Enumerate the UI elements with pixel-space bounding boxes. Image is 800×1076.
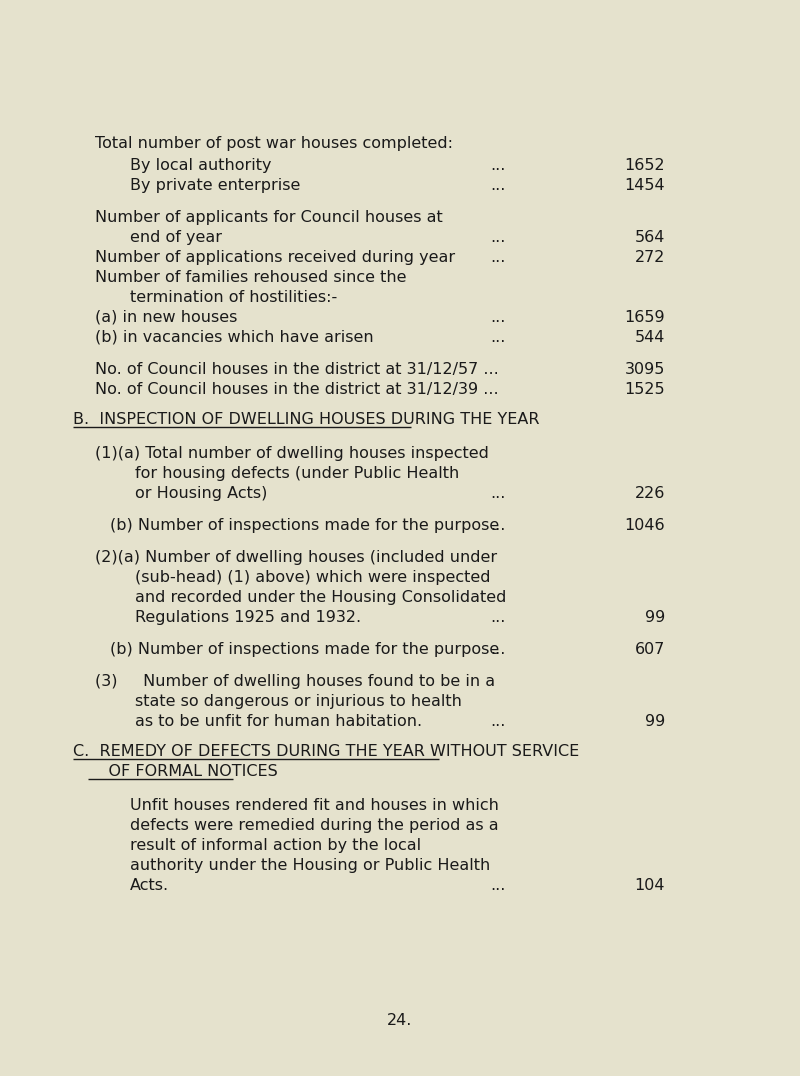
Text: C.  REMEDY OF DEFECTS DURING THE YEAR WITHOUT SERVICE: C. REMEDY OF DEFECTS DURING THE YEAR WIT…	[73, 744, 579, 759]
Text: (b) Number of inspections made for the purpose: (b) Number of inspections made for the p…	[110, 518, 499, 533]
Text: ...: ...	[490, 250, 506, 265]
Text: (sub-head) (1) above) which were inspected: (sub-head) (1) above) which were inspect…	[135, 570, 490, 585]
Text: ...: ...	[490, 714, 506, 730]
Text: ...: ...	[490, 486, 506, 501]
Text: result of informal action by the local: result of informal action by the local	[130, 838, 421, 853]
Text: Number of families rehoused since the: Number of families rehoused since the	[95, 270, 406, 285]
Text: Number of applications received during year: Number of applications received during y…	[95, 250, 455, 265]
Text: (a) in new houses: (a) in new houses	[95, 310, 238, 325]
Text: ...: ...	[490, 178, 506, 193]
Text: 1652: 1652	[624, 158, 665, 173]
Text: for housing defects (under Public Health: for housing defects (under Public Health	[135, 466, 459, 481]
Text: ...: ...	[490, 330, 506, 345]
Text: state so dangerous or injurious to health: state so dangerous or injurious to healt…	[135, 694, 462, 709]
Text: ...: ...	[490, 518, 506, 533]
Text: (2)(a) Number of dwelling houses (included under: (2)(a) Number of dwelling houses (includ…	[95, 550, 497, 565]
Text: No. of Council houses in the district at 31/12/57 ...: No. of Council houses in the district at…	[95, 362, 498, 377]
Text: and recorded under the Housing Consolidated: and recorded under the Housing Consolida…	[135, 590, 506, 605]
Text: By private enterprise: By private enterprise	[130, 178, 300, 193]
Text: 564: 564	[634, 230, 665, 245]
Text: ...: ...	[490, 310, 506, 325]
Text: 226: 226	[634, 486, 665, 501]
Text: termination of hostilities:-: termination of hostilities:-	[130, 291, 338, 305]
Text: Unfit houses rendered fit and houses in which: Unfit houses rendered fit and houses in …	[130, 798, 499, 813]
Text: ...: ...	[490, 230, 506, 245]
Text: (b) Number of inspections made for the purpose: (b) Number of inspections made for the p…	[110, 642, 499, 657]
Text: 24.: 24.	[387, 1013, 413, 1028]
Text: 272: 272	[634, 250, 665, 265]
Text: Number of applicants for Council houses at: Number of applicants for Council houses …	[95, 210, 442, 225]
Text: 3095: 3095	[625, 362, 665, 377]
Text: end of year: end of year	[130, 230, 222, 245]
Text: (b) in vacancies which have arisen: (b) in vacancies which have arisen	[95, 330, 374, 345]
Text: Total number of post war houses completed:: Total number of post war houses complete…	[95, 136, 453, 151]
Text: or Housing Acts): or Housing Acts)	[135, 486, 267, 501]
Text: (1)(a) Total number of dwelling houses inspected: (1)(a) Total number of dwelling houses i…	[95, 445, 489, 461]
Text: 1659: 1659	[624, 310, 665, 325]
Text: as to be unfit for human habitation.: as to be unfit for human habitation.	[135, 714, 422, 730]
Text: ...: ...	[490, 642, 506, 657]
Text: ...: ...	[490, 610, 506, 625]
Text: authority under the Housing or Public Health: authority under the Housing or Public He…	[130, 858, 490, 873]
Text: Acts.: Acts.	[130, 878, 169, 893]
Text: 1046: 1046	[624, 518, 665, 533]
Text: 607: 607	[634, 642, 665, 657]
Text: 544: 544	[634, 330, 665, 345]
Text: defects were remedied during the period as a: defects were remedied during the period …	[130, 818, 498, 833]
Text: 99: 99	[645, 714, 665, 730]
Text: OF FORMAL NOTICES: OF FORMAL NOTICES	[88, 764, 278, 779]
Text: ...: ...	[490, 878, 506, 893]
Text: No. of Council houses in the district at 31/12/39 ...: No. of Council houses in the district at…	[95, 382, 498, 397]
Text: 1525: 1525	[624, 382, 665, 397]
Text: 1454: 1454	[624, 178, 665, 193]
Text: 104: 104	[634, 878, 665, 893]
Text: B.  INSPECTION OF DWELLING HOUSES DURING THE YEAR: B. INSPECTION OF DWELLING HOUSES DURING …	[73, 412, 539, 427]
Text: ...: ...	[490, 158, 506, 173]
Text: By local authority: By local authority	[130, 158, 271, 173]
Text: (3)     Number of dwelling houses found to be in a: (3) Number of dwelling houses found to b…	[95, 674, 495, 689]
Text: Regulations 1925 and 1932.: Regulations 1925 and 1932.	[135, 610, 361, 625]
Text: 99: 99	[645, 610, 665, 625]
